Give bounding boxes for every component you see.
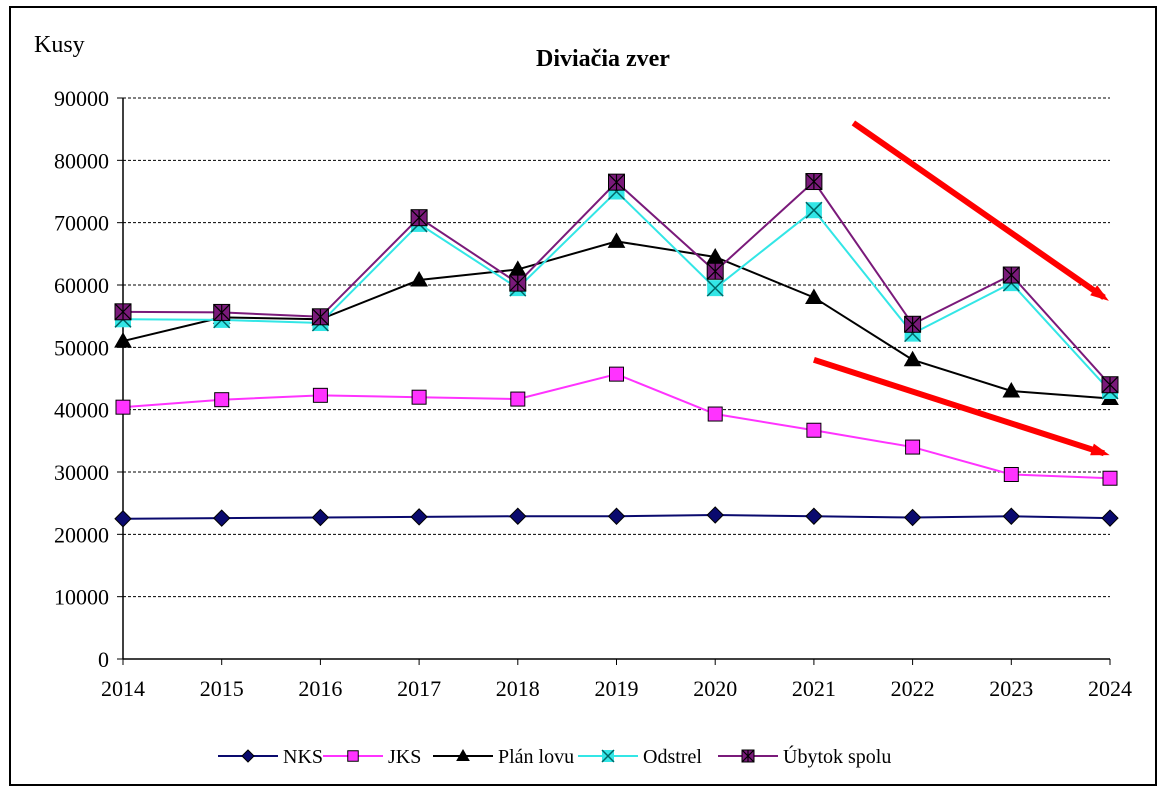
x-tick-label: 2022 <box>891 676 935 701</box>
point-jks <box>511 392 525 406</box>
y-tick-label: 0 <box>98 647 109 672</box>
point--bytok-spolu <box>510 275 526 291</box>
x-tick-label: 2020 <box>693 676 737 701</box>
point-jks <box>116 400 130 414</box>
point--bytok-spolu <box>905 316 921 332</box>
point-jks <box>313 388 327 402</box>
x-tick-label: 2016 <box>298 676 342 701</box>
y-tick-label: 30000 <box>54 460 109 485</box>
point--bytok-spolu <box>115 304 131 320</box>
legend-label-nks: NKS <box>283 746 323 768</box>
y-axis-label: Kusy <box>34 32 85 58</box>
point-jks <box>1103 471 1117 485</box>
point-jks <box>708 407 722 421</box>
x-tick-label: 2021 <box>792 676 836 701</box>
point--bytok-spolu <box>609 174 625 190</box>
x-tick-label: 2015 <box>200 676 244 701</box>
point-jks <box>1004 467 1018 481</box>
y-tick-label: 50000 <box>54 335 109 360</box>
y-tick-label: 40000 <box>54 398 109 423</box>
point--bytok-spolu <box>707 263 723 279</box>
point-odstrel <box>707 280 723 296</box>
legend-label-odstrel: Odstrel <box>643 746 702 768</box>
point--bytok-spolu <box>411 210 427 226</box>
y-tick-label: 80000 <box>54 148 109 173</box>
point--bytok-spolu <box>312 309 328 325</box>
point-jks <box>412 390 426 404</box>
legend-label-pl-n-lovu: Plán lovu <box>498 746 574 768</box>
legend-label-jks: JKS <box>388 746 421 768</box>
x-tick-label: 2024 <box>1088 676 1132 701</box>
y-tick-label: 20000 <box>54 522 109 547</box>
point--bytok-spolu <box>1003 267 1019 283</box>
point-odstrel <box>806 202 822 218</box>
x-tick-label: 2014 <box>101 676 145 701</box>
legend-marker-jks <box>348 751 359 762</box>
y-tick-label: 90000 <box>54 86 109 111</box>
x-tick-label: 2017 <box>397 676 441 701</box>
legend-marker--bytok-spolu <box>742 750 754 762</box>
x-tick-label: 2019 <box>595 676 639 701</box>
chart-title: Diviačia zver <box>536 46 670 72</box>
point--bytok-spolu <box>806 174 822 190</box>
point--bytok-spolu <box>1102 377 1118 393</box>
point--bytok-spolu <box>214 304 230 320</box>
y-tick-label: 60000 <box>54 273 109 298</box>
point-jks <box>906 440 920 454</box>
legend-marker-odstrel <box>602 750 614 762</box>
point-jks <box>610 367 624 381</box>
point-jks <box>807 423 821 437</box>
legend-label--bytok-spolu: Úbytok spolu <box>783 744 891 768</box>
y-tick-label: 70000 <box>54 211 109 236</box>
y-tick-label: 10000 <box>54 585 109 610</box>
x-tick-label: 2018 <box>496 676 540 701</box>
x-tick-label: 2023 <box>989 676 1033 701</box>
point-jks <box>215 393 229 407</box>
